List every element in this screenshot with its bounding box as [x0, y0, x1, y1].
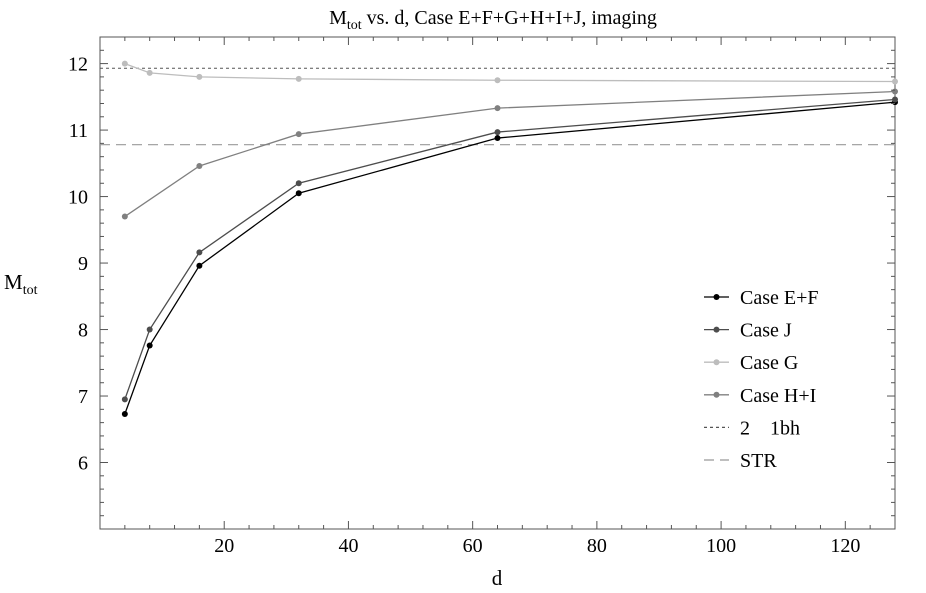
legend-marker-1	[713, 326, 720, 333]
data-point-1-2	[196, 249, 203, 256]
data-series	[121, 60, 898, 417]
data-point-3-2	[295, 131, 302, 138]
x-tick-label-2: 60	[463, 535, 483, 557]
data-point-1-5	[892, 96, 898, 103]
data-point-3-4	[892, 88, 898, 95]
data-point-0-0	[121, 410, 128, 417]
series-line-2	[124, 62, 896, 83]
data-point-1-1	[146, 326, 153, 333]
series-line-0	[124, 101, 896, 415]
y-tick-label-5: 11	[69, 120, 88, 142]
data-point-0-4	[494, 135, 501, 142]
data-point-3-3	[494, 105, 501, 112]
data-point-2-5	[892, 78, 898, 85]
chart-title-suffix: vs. d, Case E+F+G+H+I+J, imaging	[362, 7, 657, 29]
data-point-2-4	[494, 77, 501, 84]
y-tick-label-0: 6	[78, 453, 88, 475]
y-tick-label-1: 7	[78, 386, 88, 408]
x-tick-label-0: 20	[214, 535, 234, 557]
data-point-1-3	[295, 180, 302, 187]
x-tick-label-4: 100	[706, 535, 736, 557]
y-axis-label: Mtot	[4, 270, 38, 298]
y-tick-label-4: 10	[68, 187, 88, 209]
y-axis-label-main: M	[4, 270, 23, 294]
reference-lines	[100, 67, 895, 146]
data-point-3-1	[196, 162, 203, 169]
x-tick-label-5: 120	[830, 535, 860, 557]
data-point-2-0	[121, 60, 128, 67]
legend-label-1: Case J	[740, 320, 792, 342]
x-axis: 20 40 60 80 100 120	[124, 37, 896, 557]
legend-label-3: Case H+I	[740, 385, 816, 407]
data-point-2-1	[146, 69, 153, 76]
y-axis-label-subscript: tot	[23, 283, 38, 298]
legend-marker-0	[713, 294, 720, 300]
data-point-2-2	[196, 73, 203, 80]
data-point-3-0	[121, 213, 128, 220]
legend-label-5: STR	[740, 450, 777, 472]
x-axis-label: d	[492, 566, 503, 590]
y-tick-label-6: 12	[68, 54, 88, 76]
data-point-1-4	[494, 129, 501, 136]
chart-title: Mtot vs. d, Case E+F+G+H+I+J, imaging	[329, 7, 657, 33]
legend-marker-3	[713, 391, 720, 398]
y-axis: 6 7 8 9 10 11 12	[68, 36, 895, 517]
data-point-0-1	[146, 342, 153, 349]
legend: Case E+F Case J Case G Case H+I 2 1bh STR	[704, 287, 819, 472]
x-tick-label-3: 80	[587, 535, 607, 557]
data-point-2-3	[295, 75, 302, 82]
legend-marker-2	[713, 359, 720, 366]
chart-title-subscript: tot	[347, 18, 362, 33]
data-point-0-2	[196, 262, 203, 269]
series-line-3	[124, 90, 896, 218]
data-point-0-3	[295, 190, 302, 197]
legend-label-2: Case G	[740, 352, 798, 374]
series-line-1	[124, 98, 896, 400]
chart-title-prefix: M	[329, 7, 347, 29]
legend-label-0: Case E+F	[740, 287, 819, 309]
legend-label-4: 2 1bh	[740, 417, 800, 439]
x-tick-label-1: 40	[338, 535, 358, 557]
y-tick-label-2: 8	[78, 320, 88, 342]
data-point-1-0	[121, 396, 128, 403]
y-tick-label-3: 9	[78, 253, 88, 275]
